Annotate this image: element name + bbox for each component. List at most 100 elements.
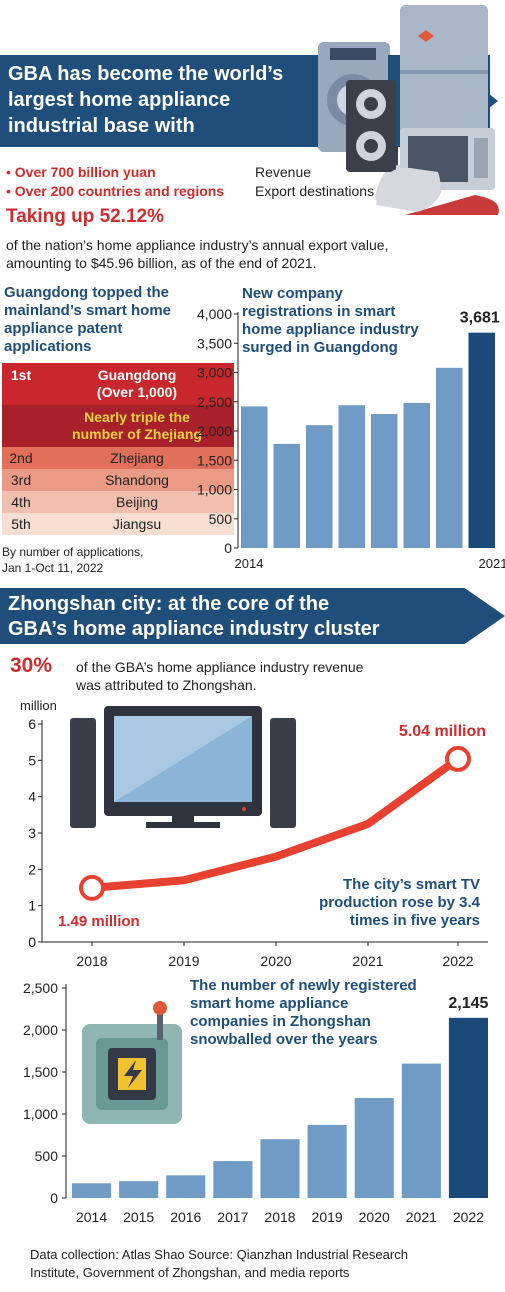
bar bbox=[119, 1181, 159, 1198]
patents-title-line: mainland’s smart home bbox=[4, 302, 171, 319]
name-cell: Beijing bbox=[40, 491, 234, 513]
y-tick-label: 2,500 bbox=[23, 980, 58, 996]
x-tick-label: 2022 bbox=[442, 953, 473, 969]
x-tick-label: 2019 bbox=[312, 1209, 343, 1225]
bar bbox=[273, 443, 300, 548]
chart-title-line: The number of newly registered bbox=[190, 977, 417, 994]
y-tick-label: 0 bbox=[50, 1190, 58, 1206]
x-tick-label: 2021 bbox=[406, 1209, 437, 1225]
chart-title-line: smart home appliance bbox=[190, 995, 348, 1012]
name-cell: Jiangsu bbox=[40, 513, 234, 535]
header-title-line: industrial base with bbox=[8, 115, 195, 137]
y-tick-label: 1,000 bbox=[23, 1106, 58, 1122]
rank-cell bbox=[2, 405, 40, 447]
bar bbox=[401, 1063, 441, 1198]
x-tick-label: 2020 bbox=[260, 953, 291, 969]
chart-guangdong-registrations: 4,0003,5003,0002,5002,0001,5001,00050002… bbox=[197, 285, 505, 571]
header-title-line: largest home appliance bbox=[8, 89, 231, 111]
y-tick-label: 0 bbox=[224, 540, 232, 556]
y-tick-label: 5 bbox=[28, 752, 36, 768]
stat-label: Revenue bbox=[255, 164, 312, 180]
patents-note-line: Jan 1-Oct 11, 2022 bbox=[2, 561, 104, 575]
bar bbox=[307, 1124, 347, 1198]
y-tick-label: 0 bbox=[28, 934, 36, 950]
x-tick-label: 2014 bbox=[235, 556, 264, 571]
rank-name: Nearly triple the bbox=[84, 409, 190, 425]
section2-banner: Zhongshan city: at the core of the GBA’s… bbox=[0, 588, 505, 644]
header-title-line: GBA has become the world’s bbox=[8, 63, 284, 85]
highlight-text-line: of the GBA’s home appliance industry rev… bbox=[76, 659, 364, 675]
x-tick-label: 2022 bbox=[453, 1209, 484, 1225]
x-tick-label: 2016 bbox=[170, 1209, 201, 1225]
name-cell: Zhejiang bbox=[40, 447, 234, 469]
bar bbox=[260, 1139, 300, 1198]
rank-detail: number of Zhejiang bbox=[72, 426, 202, 442]
bar bbox=[72, 1183, 112, 1198]
table-row: 2nd Zhejiang bbox=[2, 447, 234, 469]
table-row: 4th Beijing bbox=[2, 491, 234, 513]
bar bbox=[338, 405, 365, 548]
y-tick-label: 500 bbox=[35, 1148, 59, 1164]
patents-note: By number of applications, Jan 1-Oct 11,… bbox=[2, 544, 143, 576]
value-label: 2,145 bbox=[448, 995, 488, 1012]
y-axis-label: million bbox=[20, 698, 57, 713]
y-tick-label: 1,500 bbox=[197, 452, 232, 468]
table-row: Nearly triple the number of Zhejiang bbox=[2, 405, 234, 447]
data-point bbox=[79, 874, 105, 901]
rank-cell: 4th bbox=[2, 491, 40, 513]
y-tick-label: 3 bbox=[28, 825, 36, 841]
x-tick-label: 2017 bbox=[217, 1209, 248, 1225]
rank-cell: 3rd bbox=[2, 469, 40, 491]
patents-title-line: appliance patent bbox=[4, 320, 123, 337]
section2-title-line: Zhongshan city: at the core of the bbox=[8, 593, 330, 615]
y-tick-label: 2,000 bbox=[197, 423, 232, 439]
y-tick-label: 2,500 bbox=[197, 394, 232, 410]
chart-title-line: registrations in smart bbox=[242, 303, 395, 320]
stats-list: • Over 700 billion yuan • Over 200 count… bbox=[6, 163, 224, 201]
patents-title-line: applications bbox=[4, 338, 92, 355]
y-tick-label: 500 bbox=[209, 511, 233, 527]
chart-annotation-line: The city’s smart TV bbox=[343, 876, 480, 893]
name-cell: Nearly triple the number of Zhejiang bbox=[40, 405, 234, 447]
highlight-percent: 30% bbox=[10, 654, 53, 677]
patents-title: Guangdong topped the mainland’s smart ho… bbox=[4, 284, 171, 356]
rank-detail: (Over 1,000) bbox=[96, 384, 178, 400]
x-tick-label: 2018 bbox=[264, 1209, 295, 1225]
power-switch-illustration-icon bbox=[82, 1001, 182, 1124]
data-label: 1.49 million bbox=[58, 913, 140, 930]
chart-title-line: companies in Zhongshan bbox=[190, 1013, 371, 1030]
y-tick-label: 4 bbox=[28, 789, 36, 805]
data-label: 5.04 million bbox=[399, 723, 486, 740]
rank-cell: 5th bbox=[2, 513, 40, 535]
name-cell: Shandong bbox=[40, 469, 234, 491]
series-line bbox=[88, 754, 462, 892]
chart-title-line: New company bbox=[242, 285, 344, 302]
y-tick-label: 2,000 bbox=[23, 1022, 58, 1038]
bar bbox=[448, 1017, 488, 1198]
bar bbox=[403, 402, 430, 548]
table-row: 5th Jiangsu bbox=[2, 513, 234, 535]
stat-value: Over 700 billion yuan bbox=[14, 164, 156, 180]
chart-title-line: snowballed over the years bbox=[190, 1031, 378, 1048]
header-title: GBA has become the world’s largest home … bbox=[0, 55, 490, 139]
table-row: 1st Guangdong (Over 1,000) bbox=[2, 363, 234, 405]
chart-annotation-line: times in five years bbox=[350, 912, 480, 929]
x-tick-label: 2020 bbox=[359, 1209, 390, 1225]
stat-item: • Over 200 countries and regions bbox=[6, 183, 225, 199]
x-tick-label: 2014 bbox=[76, 1209, 107, 1225]
rank-cell: 2nd bbox=[2, 447, 40, 469]
stats-labels: Revenue Export destinations bbox=[255, 163, 374, 201]
chart-smart-tv-production: million 6 5 4 3 2 1 0 2018 2019 2020 2021 2022 1.49 m… bbox=[20, 698, 488, 969]
footer-line: Institute, Government of Zhongshan, and … bbox=[30, 1265, 350, 1280]
stat-label: Export destinations bbox=[255, 183, 375, 199]
x-tick-label: 2018 bbox=[76, 953, 107, 969]
bar bbox=[166, 1175, 206, 1198]
y-tick-label: 4,000 bbox=[197, 306, 232, 322]
appliances-foreground-icon bbox=[318, 5, 499, 215]
stat-value: Over 200 countries and regions bbox=[14, 183, 225, 199]
bar bbox=[241, 406, 268, 548]
y-tick-label: 1,500 bbox=[23, 1064, 58, 1080]
bar bbox=[371, 414, 398, 548]
rank-name: Guangdong bbox=[97, 367, 177, 383]
table-row: 3rd Shandong bbox=[2, 469, 234, 491]
